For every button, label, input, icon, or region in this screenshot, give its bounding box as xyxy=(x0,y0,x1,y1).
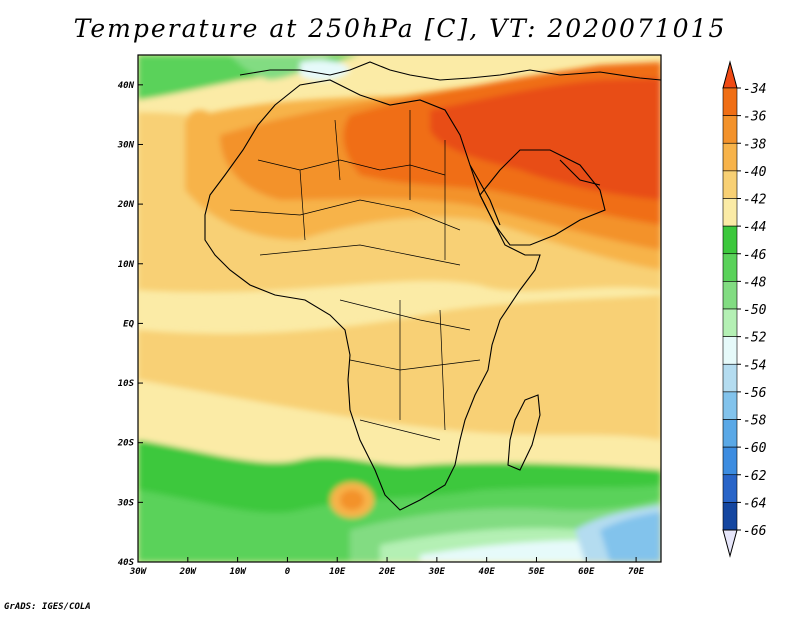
colorbar-swatch xyxy=(722,308,738,337)
lat-tick-label: 20S xyxy=(117,439,135,449)
colorbar-label: -54 xyxy=(743,358,766,373)
colorbar-swatch xyxy=(722,198,738,227)
colorbar-swatch xyxy=(722,474,738,503)
colorbar-label: -64 xyxy=(743,496,766,511)
lon-tick-label: 10W xyxy=(229,567,247,577)
colorbar-swatch xyxy=(722,446,738,476)
map-title: Temperature at 250hPa [C], VT: 202007101… xyxy=(73,14,727,43)
colorbar-label: -34 xyxy=(743,82,766,97)
lat-tick-label: 20N xyxy=(117,200,135,210)
coastlines xyxy=(204,61,661,511)
lat-tick-label: 40S xyxy=(118,558,135,568)
colorbar-label: -42 xyxy=(743,193,767,208)
lon-tick-label: 40E xyxy=(479,567,496,577)
lon-tick-label: 70E xyxy=(628,567,645,577)
colorbar-label: -50 xyxy=(743,303,767,318)
colorbar-swatch xyxy=(722,281,738,310)
colorbar-swatch xyxy=(722,87,738,116)
credit-text: GrADS: IGES/COLA xyxy=(4,602,91,612)
colorbar-label: -36 xyxy=(743,110,767,125)
colorbar-label: -46 xyxy=(743,248,767,263)
colorbar-swatch xyxy=(722,142,738,172)
lat-tick-label: 10S xyxy=(118,379,135,389)
colorbar-swatch xyxy=(722,419,738,448)
colorbar-swatch xyxy=(722,391,738,420)
plot-frame xyxy=(137,54,662,563)
colorbar-label: -48 xyxy=(743,275,767,290)
colorbar-swatch xyxy=(722,502,738,531)
colorbar-swatch xyxy=(722,363,738,393)
lon-tick-label: 10E xyxy=(329,567,346,577)
colorbar-label: -52 xyxy=(743,331,767,346)
lat-tick-label: 10N xyxy=(118,260,135,270)
lon-tick-label: 30E xyxy=(428,567,446,577)
colorbar-max-arrow xyxy=(722,60,738,89)
longitude-axis: 30W 20W 10W 0 10E 20E 30E 40E 50E 60E 70E xyxy=(129,557,645,577)
lat-tick-label: 30S xyxy=(117,498,135,508)
colorbar-min-arrow xyxy=(722,529,738,558)
colorbar-label: -44 xyxy=(743,220,766,235)
lat-tick-label: 40N xyxy=(118,81,135,91)
lat-tick-label: 30N xyxy=(117,140,135,150)
lon-tick-label: 60E xyxy=(578,567,595,577)
lon-tick-label: 30W xyxy=(129,567,148,577)
colorbar-label: -60 xyxy=(743,441,767,456)
colorbar-label: -58 xyxy=(743,414,767,429)
colorbar-label: -40 xyxy=(743,165,767,180)
colorbar: -34 -36 -38 -40 -42 -44 -46 -48 -50 -52 -54 -56 -58 -… xyxy=(722,60,767,558)
colorbar-swatch xyxy=(722,170,738,199)
colorbar-label: -66 xyxy=(743,524,767,539)
latitude-axis: 40N 30N 20N 10N EQ 10S 20S 30S 40S xyxy=(117,81,143,568)
colorbar-label: -56 xyxy=(743,386,767,401)
lon-tick-label: 0 xyxy=(285,567,291,577)
colorbar-swatch xyxy=(722,115,738,144)
colorbar-swatch xyxy=(722,336,738,365)
colorbar-swatch xyxy=(722,225,738,255)
lat-tick-label: EQ xyxy=(123,319,134,329)
colorbar-swatch xyxy=(722,253,738,282)
colorbar-label: -62 xyxy=(743,469,767,484)
lon-tick-label: 50E xyxy=(528,567,545,577)
lon-tick-label: 20W xyxy=(179,567,198,577)
temperature-field xyxy=(138,55,661,562)
colorbar-label: -38 xyxy=(743,137,767,152)
lon-tick-label: 20E xyxy=(378,567,396,577)
